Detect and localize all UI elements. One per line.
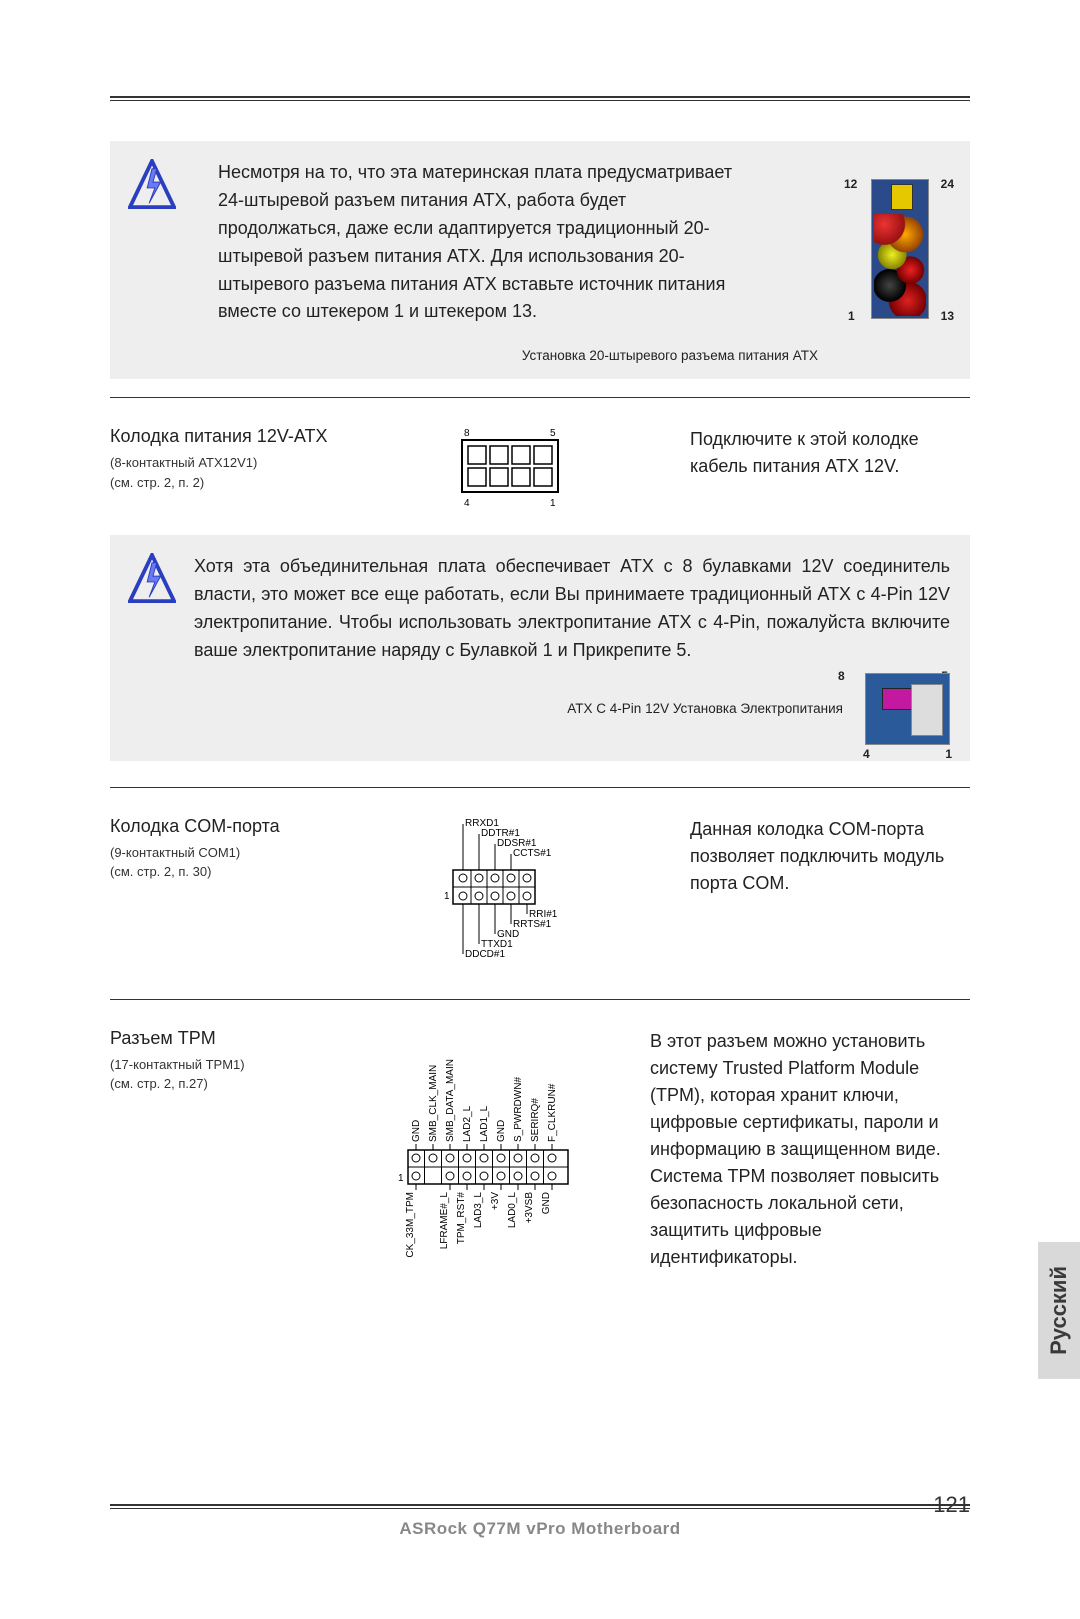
- rule-1: [110, 397, 970, 398]
- pin5: 5: [550, 428, 556, 439]
- svg-text:1: 1: [398, 1173, 404, 1184]
- top-rule-1: [110, 96, 970, 98]
- sec-com-diagram: RRXD1 DDTR#1 DDSR#1 CCTS#1 1 RRI#1 RRTS: [420, 816, 600, 981]
- page-number: 121: [933, 1492, 970, 1518]
- svg-text:GND: GND: [411, 1120, 422, 1142]
- warning1-text: Несмотря на то, что эта материнская плат…: [218, 159, 838, 326]
- sec-12v-desc: Подключите к этой колодке кабель питания…: [690, 426, 970, 480]
- svg-text:F_CLKRUN#: F_CLKRUN#: [547, 1083, 558, 1142]
- section-com: Колодка COM-порта (9-контактный COM1) (с…: [110, 816, 970, 981]
- svg-text:DDCD#1: DDCD#1: [465, 949, 505, 960]
- section-tpm: Разъем TPM (17-контактный TPM1) (см. стр…: [110, 1028, 970, 1273]
- warning-box-atx4pin: Хотя эта объединительная плата обеспечив…: [110, 535, 970, 761]
- svg-text:GND: GND: [541, 1192, 552, 1214]
- footer-product: ASRock Q77M vPro Motherboard: [110, 1519, 970, 1539]
- pin1: 1: [550, 498, 556, 509]
- svg-text:SMB_CLK_MAIN: SMB_CLK_MAIN: [428, 1065, 439, 1142]
- sec-com-title: Колодка COM-порта: [110, 816, 330, 837]
- svg-text:SERIRQ#: SERIRQ#: [530, 1098, 541, 1142]
- svg-text:LAD1_L: LAD1_L: [479, 1105, 490, 1142]
- rule-2: [110, 787, 970, 788]
- warning1-caption: Установка 20-штыревого разъема питания A…: [218, 348, 830, 363]
- atx4pin-photo: [865, 673, 950, 745]
- svg-text:1: 1: [444, 891, 450, 902]
- sec-tpm-title: Разъем TPM: [110, 1028, 330, 1049]
- svg-text:GND: GND: [496, 1120, 507, 1142]
- pin-label-1: 1: [848, 309, 855, 323]
- top-rule-2: [110, 100, 970, 101]
- page-footer: 121 ASRock Q77M vPro Motherboard: [110, 1504, 970, 1539]
- warning2-caption: ATX C 4-Pin 12V Установка Электропитания: [194, 701, 857, 716]
- svg-text:+3V: +3V: [490, 1192, 501, 1210]
- pin-label-13: 13: [941, 309, 954, 323]
- w2-pin-1: 1: [945, 747, 952, 761]
- svg-text:TPM_RST#: TPM_RST#: [456, 1191, 467, 1244]
- warning2-text: Хотя эта объединительная плата обеспечив…: [194, 553, 950, 665]
- pin4: 4: [464, 498, 470, 509]
- pin-label-12: 12: [844, 177, 857, 191]
- svg-text:+3VSB: +3VSB: [524, 1192, 535, 1224]
- rule-3: [110, 999, 970, 1000]
- section-12v-atx: Колодка питания 12V-ATX (8-контактный AT…: [110, 426, 970, 517]
- sec-tpm-desc: В этот разъем можно установить систему T…: [650, 1028, 970, 1271]
- sec-12v-sub1: (8-контактный ATX12V1): [110, 453, 330, 473]
- sec-com-sub2: (см. стр. 2, п. 30): [110, 862, 330, 882]
- svg-text:LAD0_L: LAD0_L: [507, 1191, 518, 1228]
- sec-12v-diagram: 8 5 4 1: [420, 426, 600, 517]
- sec-12v-title: Колодка питания 12V-ATX: [110, 426, 330, 447]
- atx24-photo: [871, 179, 929, 319]
- svg-text:LFRAME#_L: LFRAME#_L: [439, 1191, 450, 1249]
- svg-text:SMB_DATA_MAIN: SMB_DATA_MAIN: [445, 1059, 456, 1142]
- sec-com-sub1: (9-контактный COM1): [110, 843, 330, 863]
- svg-text:CK_33M_TPM: CK_33M_TPM: [405, 1192, 416, 1258]
- language-tab: Русский: [1038, 1242, 1080, 1379]
- svg-text:LAD3_L: LAD3_L: [473, 1191, 484, 1228]
- sec-12v-sub2: (см. стр. 2, п. 2): [110, 473, 330, 493]
- w2-pin-8: 8: [838, 669, 845, 683]
- sec-tpm-sub1: (17-контактный TPM1): [110, 1055, 330, 1075]
- sec-tpm-sub2: (см. стр. 2, п.27): [110, 1074, 330, 1094]
- pin-label-24: 24: [941, 177, 954, 191]
- w2-pin-4: 4: [863, 747, 870, 761]
- svg-text:CCTS#1: CCTS#1: [513, 848, 552, 859]
- page: Несмотря на то, что эта материнская плат…: [0, 0, 1080, 1351]
- pin8: 8: [464, 428, 470, 439]
- lightning-icon: [128, 159, 188, 213]
- sec-tpm-diagram: GND SMB_CLK_MAIN SMB_DATA_MAIN LAD2_L LAD1_L…: [380, 1028, 600, 1273]
- warning-box-atx24: Несмотря на то, что эта материнская плат…: [110, 141, 970, 379]
- svg-text:LAD2_L: LAD2_L: [462, 1105, 473, 1142]
- sec-com-desc: Данная колодка COM-порта позволяет подкл…: [690, 816, 970, 897]
- svg-text:S_PWRDWN#: S_PWRDWN#: [513, 1076, 524, 1141]
- lightning-icon-2: [128, 553, 182, 607]
